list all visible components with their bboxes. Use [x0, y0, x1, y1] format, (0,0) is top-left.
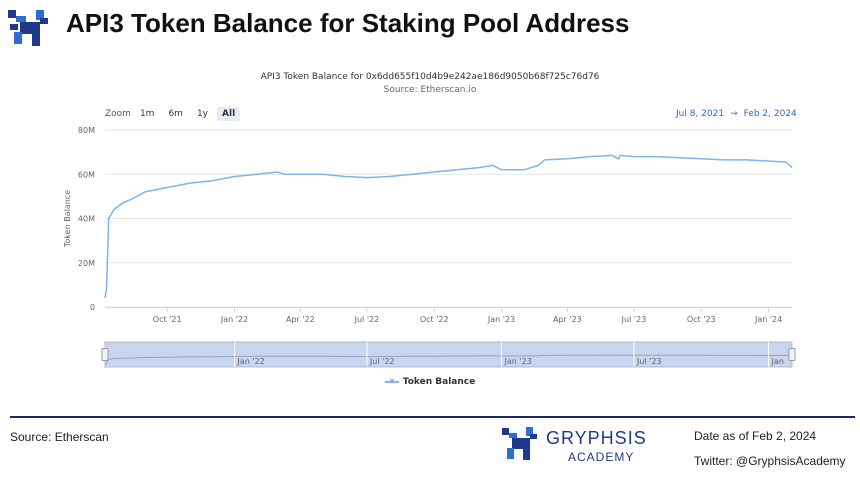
x-tick-label: Oct '21: [153, 315, 182, 324]
navigator-selection: [104, 341, 793, 368]
zoom-label: Zoom: [105, 109, 131, 119]
range-to[interactable]: Feb 2, 2024: [743, 109, 797, 119]
twitter-handle: Twitter: @GryphsisAcademy: [694, 454, 846, 468]
gryphon-logo-icon: [8, 10, 48, 46]
navigator-series-line: [104, 354, 793, 365]
gryphon-brand-icon: [502, 427, 537, 460]
legend[interactable]: Token Balance: [0, 377, 860, 387]
navigator-tick-label: Jan '22: [236, 357, 264, 366]
navigator-left-handle[interactable]: [101, 348, 109, 361]
navigator-tick-label: Jan '23: [504, 357, 532, 366]
zoom-1m-button[interactable]: 1m: [139, 109, 155, 119]
navigator-tick-label: Jul '23: [636, 357, 662, 366]
y-tick-label: 40M: [78, 215, 95, 224]
x-tick-label: Jul '22: [354, 315, 380, 324]
range-from[interactable]: Jul 8, 2021: [676, 109, 725, 119]
source-text: Source: Etherscan: [10, 430, 109, 444]
series-line-token-balance: [104, 154, 793, 299]
zoom-bar: Zoom 1m 6m 1y All: [105, 107, 241, 121]
y-axis-title: Token Balance: [63, 190, 72, 248]
x-tick-label: Jan '23: [487, 315, 515, 324]
chart-subtitle: Source: Etherscan.io: [383, 85, 477, 95]
legend-line-icon: [384, 378, 399, 383]
legend-label: Token Balance: [402, 377, 476, 387]
footer-divider: [10, 416, 855, 418]
y-tick-label: 80M: [78, 126, 95, 135]
zoom-1y-button[interactable]: 1y: [196, 109, 209, 119]
x-tick-label: Apr '23: [553, 315, 582, 324]
brand-name: GRYPHSIS: [546, 428, 647, 448]
zoom-6m-button[interactable]: 6m: [168, 109, 183, 119]
y-tick-label: 0: [90, 303, 95, 312]
x-tick-label: Jan '24: [754, 315, 782, 324]
zoom-all-button[interactable]: All: [217, 107, 241, 121]
navigator-right-handle[interactable]: [788, 348, 796, 361]
x-tick-label: Apr '22: [286, 315, 315, 324]
x-tick-label: Oct '23: [687, 315, 716, 324]
balance-chart: 0 20M 40M 60M 80M Token Balance Oct '21 Jan '22…: [63, 126, 796, 368]
navigator-tick-label: Jul '22: [369, 357, 395, 366]
brand-sub: ACADEMY: [568, 450, 635, 464]
y-tick-label: 20M: [78, 259, 95, 268]
page-title: API3 Token Balance for Staking Pool Addr…: [66, 8, 630, 38]
range-arrow: →: [730, 109, 738, 119]
y-tick-label: 60M: [78, 170, 95, 179]
navigator-tick-label: Jan: [771, 357, 784, 366]
header: API3 Token Balance for Staking Pool Addr…: [0, 0, 860, 50]
date-text: Date as of Feb 2, 2024: [694, 429, 817, 443]
x-tick-label: Oct '22: [420, 315, 449, 324]
chart-title: API3 Token Balance for 0x6dd655f10d4b9e2…: [260, 72, 600, 82]
x-tick-label: Jan '22: [220, 315, 248, 324]
date-range: Jul 8, 2021 → Feb 2, 2024: [676, 109, 797, 119]
x-tick-label: Jul '23: [621, 315, 647, 324]
